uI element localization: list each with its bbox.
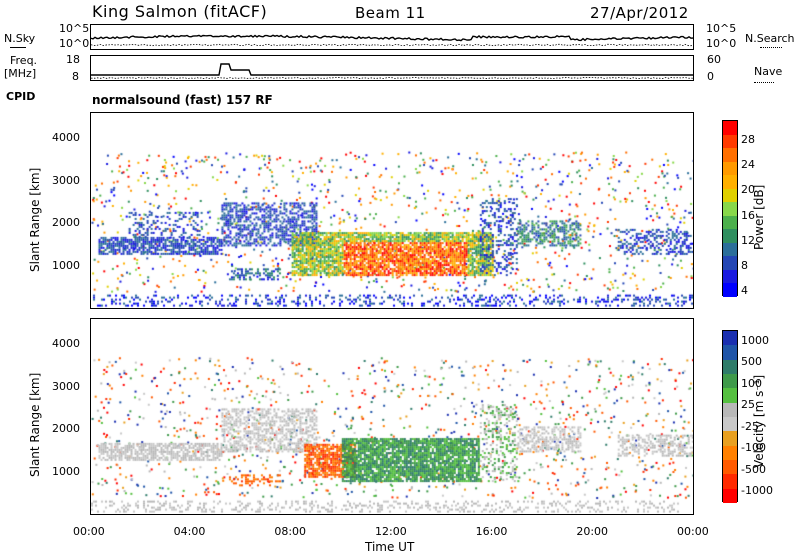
nsky-label: N.Sky: [4, 32, 36, 45]
x-tick-5: 20:00: [576, 525, 609, 538]
power-colorbar-segment: [723, 161, 737, 176]
velocity-colorbar-segment: [723, 431, 737, 447]
velocity-colorbar-tick-3: 25: [741, 398, 755, 412]
velocity-colorbar-segment: [723, 488, 737, 504]
power-colorbar-label: Power [dB]: [752, 184, 766, 250]
power-colorbar-segment: [723, 121, 737, 136]
power-colorbar-tick-3: 16: [741, 208, 755, 222]
station-title: King Salmon (fitACF): [92, 2, 268, 21]
freq-trace: [91, 63, 693, 76]
freq-panel: [90, 55, 694, 81]
nave-legend-line: [754, 82, 774, 83]
power-colorbar-segment: [723, 283, 737, 298]
power-colorbar-segment: [723, 202, 737, 217]
x-axis-label: Time UT: [365, 540, 415, 554]
power-panel: [90, 112, 694, 309]
power-ytick-0: 4000: [52, 130, 80, 144]
power-colorbar-tick-1: 24: [741, 158, 755, 172]
power-colorbar-segment: [723, 188, 737, 203]
x-tick-3: 12:00: [375, 525, 407, 538]
freq-tick-lo-right: 0: [707, 70, 714, 83]
power-colorbar-tick-6: 4: [741, 283, 748, 297]
velocity-ytick-0: 4000: [52, 336, 80, 350]
power-colorbar-segment: [723, 256, 737, 271]
velocity-colorbar-segment: [723, 445, 737, 461]
noise-trace-svg: [91, 34, 693, 47]
velocity-colorbar: [722, 330, 738, 504]
cpid-label: CPID: [6, 90, 36, 103]
x-tick-0: 00:00: [73, 525, 105, 538]
x-tick-2: 08:00: [274, 525, 307, 538]
velocity-colorbar-label: Velocity [m s⁻¹]: [752, 374, 766, 468]
power-colorbar-tick-5: 8: [741, 258, 748, 272]
velocity-colorbar-segment: [723, 388, 737, 404]
x-tick-4: 16:00: [475, 525, 508, 538]
velocity-heatmap: [91, 319, 693, 514]
power-colorbar-segment: [723, 229, 737, 244]
velocity-colorbar-segment: [723, 331, 737, 346]
velocity-colorbar-segment: [723, 374, 737, 389]
velocity-colorbar-segment: [723, 402, 737, 418]
freq-tick-lo: 8: [72, 70, 79, 83]
velocity-colorbar-segment: [723, 345, 737, 361]
power-ytick-1: 3000: [52, 173, 80, 187]
freq-label: Freq.: [10, 54, 38, 67]
velocity-colorbar-segment: [723, 417, 737, 432]
power-colorbar-segment: [723, 134, 737, 149]
nsearch-label: N.Search: [745, 32, 795, 45]
power-colorbar-segment: [723, 148, 737, 163]
freq-tick-hi-right: 60: [707, 53, 721, 66]
velocity-colorbar-segment: [723, 359, 737, 375]
power-colorbar-segment: [723, 242, 737, 257]
power-colorbar-tick-0: 28: [741, 133, 755, 147]
date-label: 27/Apr/2012: [590, 4, 689, 22]
power-ytick-3: 1000: [52, 259, 80, 273]
power-colorbar-segment: [723, 215, 737, 230]
velocity-colorbar-segment: [723, 474, 737, 490]
nave-trace: [91, 77, 693, 79]
beam-label: Beam 11: [355, 4, 426, 22]
power-ytick-2: 2000: [52, 216, 80, 230]
x-tick-6: 00:00: [677, 525, 709, 538]
velocity-colorbar-tick-7: -1000: [741, 484, 773, 498]
velocity-colorbar-tick-6: -500: [741, 462, 766, 476]
power-colorbar-tick-2: 20: [741, 183, 755, 197]
cpid-text: normalsound (fast) 157 RF: [92, 93, 273, 107]
velocity-colorbar-tick-0: 1000: [741, 333, 769, 347]
x-tick-1: 04:00: [173, 525, 206, 538]
nsky-legend-line: [10, 47, 26, 48]
velocity-colorbar-tick-5: -100: [741, 441, 766, 455]
velocity-colorbar-tick-2: 100: [741, 376, 762, 390]
power-colorbar-segment: [723, 269, 737, 284]
nsearch-legend-line: [760, 47, 782, 48]
power-heatmap: [91, 113, 693, 308]
noise-panel: [90, 24, 694, 50]
power-ylabel: Slant Range [km]: [28, 167, 42, 272]
velocity-ytick-3: 1000: [52, 465, 80, 479]
power-colorbar-segment: [723, 175, 737, 190]
velocity-panel: [90, 318, 694, 515]
mhz-label: [MHz]: [4, 67, 37, 80]
freq-trace-svg: [91, 63, 693, 79]
velocity-colorbar-tick-4: -25: [741, 419, 759, 433]
freq-tick-hi: 18: [66, 53, 80, 66]
nsky-trace: [91, 34, 693, 42]
velocity-colorbar-segment: [723, 460, 737, 475]
power-colorbar: [722, 120, 738, 298]
nave-label: Nave: [754, 65, 783, 78]
noise-tick-lo-right: 10^0: [706, 37, 737, 50]
nsearch-trace: [91, 43, 693, 47]
power-colorbar-tick-4: 12: [741, 233, 755, 247]
velocity-ylabel: Slant Range [km]: [28, 372, 42, 477]
noise-tick-lo: 10^0: [59, 37, 90, 50]
velocity-colorbar-tick-1: 500: [741, 355, 762, 369]
noise-tick-hi-right: 10^5: [706, 22, 737, 35]
noise-tick-hi: 10^5: [59, 22, 90, 35]
velocity-ytick-2: 2000: [52, 422, 80, 436]
velocity-ytick-1: 3000: [52, 379, 80, 393]
